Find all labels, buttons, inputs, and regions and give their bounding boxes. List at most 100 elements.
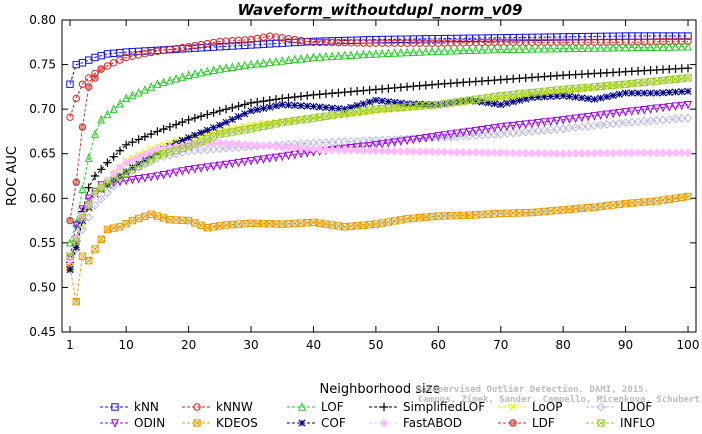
legend-marker-fastabod — [379, 418, 389, 428]
data-point-fastabod — [390, 146, 400, 156]
y-axis: 0.45 0.50 0.55 0.60 0.65 0.70 0.75 0.80 — [29, 13, 696, 339]
data-point-fastabod — [371, 146, 381, 156]
data-point-cof — [397, 99, 405, 107]
data-point-lof — [403, 47, 412, 57]
data-point-kdeos-cross — [553, 206, 561, 214]
legend-item-fastabod: FastABOD — [369, 416, 462, 430]
data-point-lof — [97, 114, 106, 124]
data-point-inflo-cross — [103, 180, 111, 188]
data-point-ldof — [458, 131, 468, 141]
data-point-inflo-cross — [347, 109, 355, 117]
data-point-cof — [284, 101, 293, 109]
data-point-inflo-cross — [522, 89, 530, 97]
data-point-inflo-cross — [653, 77, 661, 85]
data-point-lof — [172, 73, 181, 83]
data-point-odin — [184, 166, 193, 175]
data-point-ldf — [85, 83, 93, 91]
data-point-odin — [128, 175, 137, 185]
data-point-odin — [178, 167, 187, 176]
data-point-simplifiedlof — [153, 127, 162, 136]
data-point-cof — [409, 100, 417, 108]
data-point-inflo — [684, 74, 692, 82]
data-point-cof — [228, 115, 236, 124]
data-point-kdeos-cross — [266, 220, 274, 228]
x-axis: 1 10 20 30 40 50 60 70 80 90 100 — [66, 20, 699, 352]
data-point-simplifiedlof — [215, 106, 225, 116]
y-axis-label: ROC AUC — [5, 146, 20, 206]
data-point-lof — [552, 43, 561, 53]
data-point-cof — [384, 98, 392, 106]
data-point-cof — [341, 105, 349, 113]
data-point-lof — [284, 55, 293, 64]
data-point-inflo-cross — [391, 104, 399, 112]
data-point-cof — [78, 216, 87, 225]
legend: kNN kNNW LOF SimplifiedLOF LoOP LDOF ODIN KDEOS… — [100, 400, 655, 430]
data-point-odin — [465, 127, 474, 137]
data-point-lof — [109, 104, 118, 113]
data-point-simplifiedlof — [246, 98, 256, 108]
y-tick-label: 0.80 — [29, 13, 56, 27]
data-point-kdeos-cross — [559, 206, 567, 214]
data-point-simplifiedlof — [97, 165, 106, 174]
data-point-kdeos-cross — [378, 219, 386, 227]
data-point-lof — [590, 43, 599, 52]
data-point-fastabod — [196, 139, 206, 149]
data-point-kdeos-cross — [222, 221, 230, 229]
data-point-inflo-cross — [78, 214, 87, 222]
data-point-ldof — [365, 136, 375, 146]
data-point-lof — [384, 48, 393, 58]
data-point-kdeos-cross — [203, 224, 211, 232]
data-point-odin — [652, 104, 661, 114]
data-point-cof — [297, 102, 305, 110]
data-point-odin — [602, 110, 611, 120]
data-point-inflo-cross — [565, 85, 573, 93]
data-point-odin — [471, 126, 480, 136]
data-point-lof — [222, 63, 231, 72]
data-point-kdeos-cross — [328, 221, 336, 229]
data-point-fastabod — [490, 148, 499, 158]
data-point-odin — [84, 194, 93, 204]
data-point-inflo-cross — [97, 184, 105, 192]
data-point-ldof — [90, 201, 100, 210]
data-point-fastabod — [296, 143, 306, 153]
data-point-lof — [484, 44, 493, 54]
series-lof — [66, 41, 692, 247]
data-point-kdeos-cross — [434, 212, 442, 220]
data-point-lof — [371, 48, 380, 58]
data-point-fastabod — [608, 148, 618, 158]
data-point-fastabod — [402, 147, 412, 156]
data-point-simplifiedlof — [184, 115, 193, 125]
data-point-odin — [515, 121, 524, 130]
data-point-loop — [522, 91, 530, 100]
data-point-ldof — [377, 135, 387, 145]
series-line-knnw — [69, 35, 689, 118]
series-kdeos — [66, 192, 692, 306]
data-point-fastabod — [627, 148, 637, 158]
data-point-odin — [509, 121, 518, 131]
data-point-cof — [216, 121, 224, 129]
data-point-cof — [278, 101, 286, 109]
data-point-inflo-cross — [228, 128, 236, 136]
legend-marker-kdeos — [193, 419, 201, 427]
data-point-kdeos-cross — [241, 220, 249, 228]
data-point-odin — [434, 132, 443, 141]
chart-title: Waveform_withoutdupl_norm_v09 — [238, 1, 523, 19]
data-point-inflo-cross — [584, 83, 592, 91]
y-tick-label: 0.60 — [29, 191, 56, 205]
data-point-cof — [116, 172, 124, 180]
legend-label-ldof: LDOF — [620, 400, 652, 414]
data-point-cof — [253, 106, 261, 114]
data-point-fastabod — [315, 145, 325, 154]
data-point-cof — [359, 100, 367, 108]
data-point-cof — [66, 266, 74, 274]
data-point-ldof — [346, 137, 356, 146]
data-point-kdeos-cross — [228, 221, 236, 229]
series-line-fastabod — [69, 142, 688, 261]
data-point-simplifiedlof — [165, 122, 175, 131]
data-point-fastabod — [90, 189, 100, 199]
data-point-knnw — [103, 62, 112, 70]
x-tick-label: 60 — [431, 338, 446, 352]
data-point-lof — [209, 65, 218, 74]
data-point-inflo-cross — [603, 82, 611, 90]
y-tick-label: 0.65 — [29, 147, 56, 161]
